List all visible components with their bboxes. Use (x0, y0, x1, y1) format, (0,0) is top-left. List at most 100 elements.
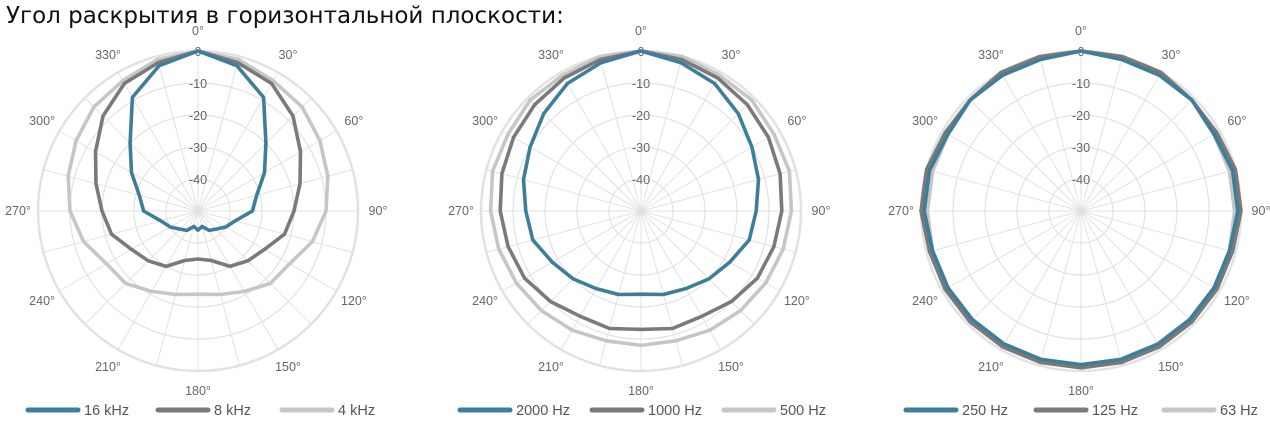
theta-tick-label: 150° (275, 360, 301, 374)
r-tick-label: -20 (189, 109, 207, 123)
theta-tick-label: 180° (628, 384, 654, 398)
series-line (93, 49, 303, 269)
theta-tick-label: 180° (1068, 384, 1094, 398)
grid-spoke (640, 130, 780, 212)
theta-tick-label: 0° (1075, 24, 1087, 38)
page-title: Угол раскрытия в горизонтальной плоскост… (6, 3, 564, 29)
theta-tick-label: 120° (1224, 294, 1250, 308)
grid-spoke (1080, 97, 1195, 212)
grid-spoke (1039, 56, 1082, 212)
r-tick-label: -40 (632, 173, 650, 187)
theta-tick-label: 60° (344, 114, 363, 128)
grid-spoke (197, 210, 337, 292)
grid-spoke (197, 210, 279, 350)
theta-tick-label: 180° (185, 384, 211, 398)
theta-tick-label: 30° (279, 48, 298, 62)
theta-tick-label: 300° (29, 114, 55, 128)
theta-tick-label: 30° (722, 48, 741, 62)
grid-spoke (560, 210, 642, 350)
grid-spoke (1080, 210, 1162, 350)
r-tick-label: -30 (189, 141, 207, 155)
polar-chart-3: 0-10-20-30-400°30°60°90°120°150°180°210°… (888, 24, 1270, 419)
grid-spoke (640, 169, 796, 212)
legend-label: 8 kHz (214, 403, 251, 419)
r-tick-label: -20 (632, 109, 650, 123)
r-tick-label: -10 (1072, 77, 1090, 91)
grid-spoke (1080, 210, 1195, 325)
grid-spoke (1039, 210, 1082, 366)
polar-chart-2: 0-10-20-30-400°30°60°90°120°150°180°210°… (448, 24, 830, 419)
theta-tick-label: 330° (538, 48, 564, 62)
series-line (488, 49, 794, 348)
polar-chart-1: 0-10-20-30-400°30°60°90°120°150°180°210°… (5, 24, 387, 419)
grid-spoke (1080, 56, 1123, 212)
grid-spoke (117, 210, 199, 350)
legend-label: 500 Hz (780, 403, 826, 419)
grid-spoke (967, 210, 1082, 325)
grid-spoke (1080, 210, 1123, 366)
series-line (66, 49, 330, 297)
grid-spoke (640, 97, 755, 212)
grid-spoke (527, 210, 642, 325)
series-line (922, 49, 1240, 367)
legend-label: 2000 Hz (516, 403, 570, 419)
grid-spoke (1080, 169, 1236, 212)
grid-spoke (43, 210, 199, 253)
grid-spoke (197, 56, 240, 212)
grid-spoke (1080, 72, 1162, 212)
grid-spoke (1080, 130, 1220, 212)
grid-spoke (640, 56, 683, 212)
theta-tick-label: 300° (912, 114, 938, 128)
theta-tick-label: 270° (888, 204, 914, 218)
grid-spoke (527, 97, 642, 212)
theta-tick-label: 120° (784, 294, 810, 308)
grid-spoke (197, 130, 337, 212)
grid-spoke (197, 72, 279, 212)
theta-tick-label: 90° (812, 204, 831, 218)
grid-spoke (926, 169, 1082, 212)
r-tick-label: -40 (1072, 173, 1090, 187)
theta-tick-label: 270° (448, 204, 474, 218)
theta-tick-label: 330° (978, 48, 1004, 62)
grid-spoke (926, 210, 1082, 253)
theta-tick-label: 150° (718, 360, 744, 374)
r-tick-label: -10 (189, 77, 207, 91)
grid-spoke (1080, 210, 1220, 292)
theta-tick-label: 120° (341, 294, 367, 308)
theta-tick-label: 240° (29, 294, 55, 308)
theta-tick-label: 210° (538, 360, 564, 374)
theta-tick-label: 90° (1252, 204, 1270, 218)
legend-label: 125 Hz (1092, 403, 1138, 419)
grid-spoke (942, 210, 1082, 292)
grid-spoke (117, 72, 199, 212)
grid-spoke (156, 56, 199, 212)
theta-tick-label: 210° (978, 360, 1004, 374)
theta-tick-label: 300° (472, 114, 498, 128)
theta-tick-label: 30° (1162, 48, 1181, 62)
theta-tick-label: 240° (912, 294, 938, 308)
theta-tick-label: 60° (1227, 114, 1246, 128)
theta-tick-label: 90° (369, 204, 388, 218)
grid-spoke (640, 210, 755, 325)
grid-spoke (59, 130, 199, 212)
theta-tick-label: 210° (95, 360, 121, 374)
r-tick-label: -20 (1072, 109, 1090, 123)
grid-spoke (486, 210, 642, 253)
theta-tick-label: 270° (5, 204, 31, 218)
legend-label: 63 Hz (1220, 403, 1258, 419)
grid-spoke (1000, 210, 1082, 350)
r-tick-label: -10 (632, 77, 650, 91)
grid-spoke (1080, 210, 1236, 253)
grid-spoke (197, 210, 353, 253)
series-line (521, 49, 761, 297)
theta-tick-label: 60° (787, 114, 806, 128)
legend-label: 1000 Hz (648, 403, 702, 419)
grid-spoke (156, 210, 199, 366)
grid-spoke (1000, 72, 1082, 212)
grid-spoke (486, 169, 642, 212)
grid-spoke (967, 97, 1082, 212)
theta-tick-label: 0° (635, 24, 647, 38)
grid-spoke (640, 210, 722, 350)
series-line (498, 49, 784, 332)
